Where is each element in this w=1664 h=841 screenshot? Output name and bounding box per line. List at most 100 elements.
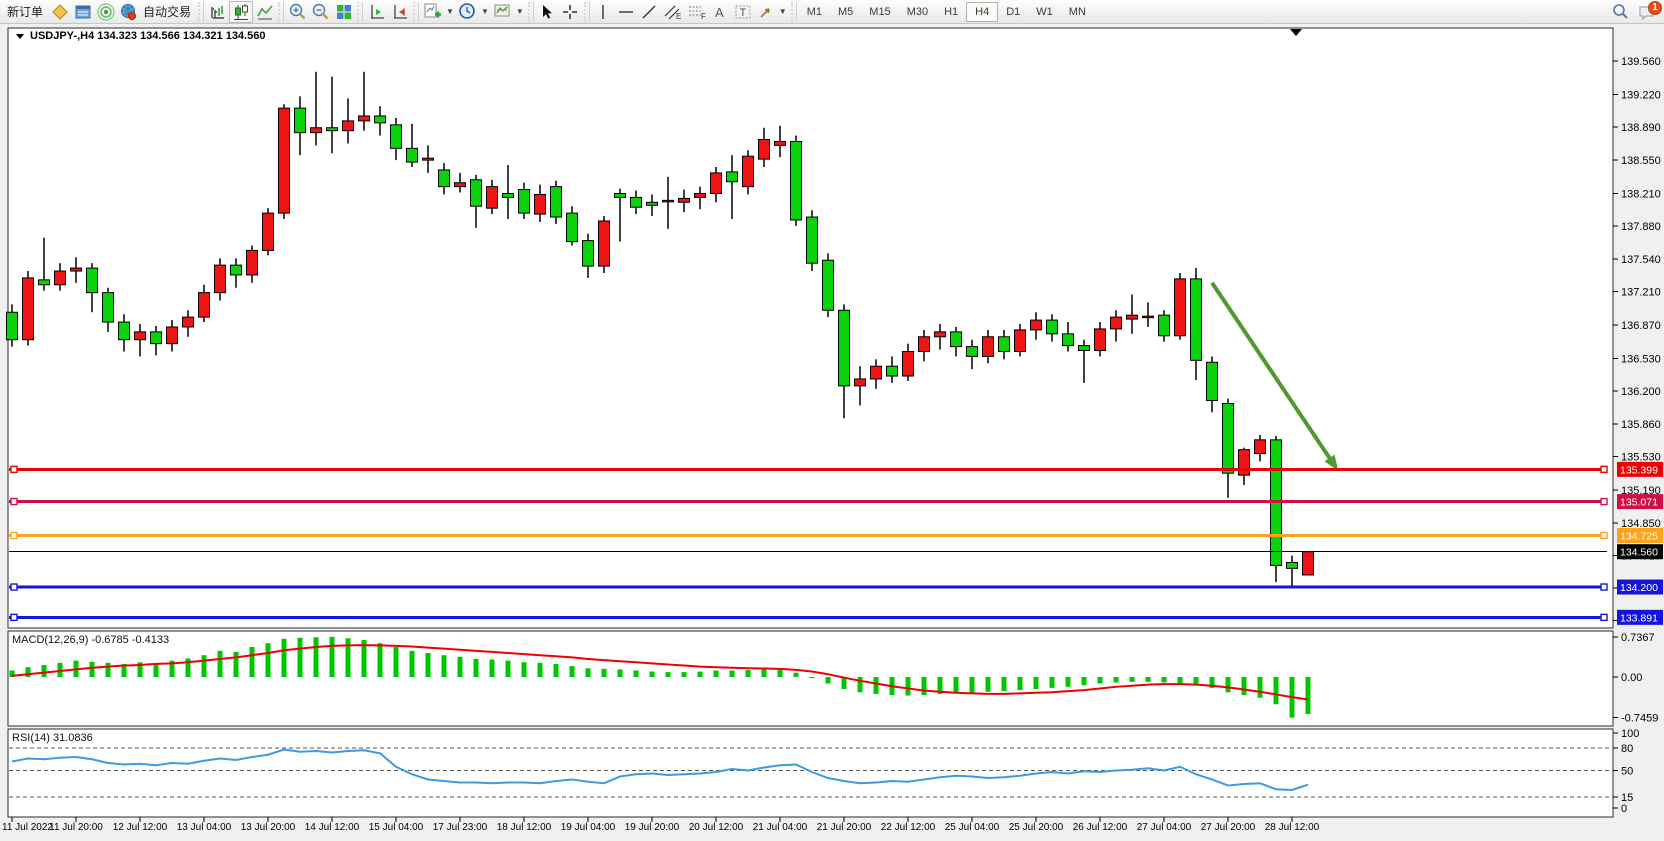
trend-arrow-annotation[interactable] xyxy=(1210,281,1339,472)
market-watch-button[interactable] xyxy=(71,1,94,23)
chart-canvas[interactable]: 139.560 139.220 138.890 138.550 138.210 137.8… xyxy=(0,24,1664,841)
svg-text:T: T xyxy=(740,7,747,19)
autotrading-icon xyxy=(121,3,137,20)
svg-text:21 Jul 04:00: 21 Jul 04:00 xyxy=(753,822,808,833)
signals-button[interactable] xyxy=(94,1,117,23)
zoom-out-button[interactable] xyxy=(309,1,332,23)
tile-windows-button[interactable] xyxy=(332,1,355,23)
svg-text:F: F xyxy=(701,12,706,21)
bar-chart-icon xyxy=(210,5,224,19)
text-label-button[interactable]: T xyxy=(732,1,755,23)
equidistant-channel-button[interactable]: E xyxy=(661,1,685,23)
trendline-button[interactable] xyxy=(638,1,661,23)
svg-text:134.850: 134.850 xyxy=(1621,518,1661,530)
svg-text:0.7367: 0.7367 xyxy=(1621,632,1655,644)
svg-text:135.190: 135.190 xyxy=(1621,485,1661,497)
svg-text:15: 15 xyxy=(1621,792,1633,804)
autotrading-label: 自动交易 xyxy=(143,5,192,19)
search-button[interactable] xyxy=(1609,1,1632,23)
horizontal-line-135.071[interactable]: 135.071 xyxy=(9,494,1663,510)
text-button[interactable]: A xyxy=(709,1,732,23)
chart-shift-icon xyxy=(370,4,384,19)
line-chart-button[interactable] xyxy=(253,1,276,23)
horizontal-line-133.891[interactable]: 133.891 xyxy=(9,609,1663,625)
vertical-line-button[interactable] xyxy=(592,1,615,23)
bar-chart-button[interactable] xyxy=(206,1,229,23)
periods-caret-icon: ▼ xyxy=(480,7,489,16)
arrows-icon xyxy=(760,7,770,18)
svg-text:28 Jul 12:00: 28 Jul 12:00 xyxy=(1265,822,1320,833)
rsi-line xyxy=(11,748,1309,792)
toolbar-separator xyxy=(198,1,205,22)
horizontal-line-icon xyxy=(619,10,634,13)
svg-text:50: 50 xyxy=(1621,766,1633,778)
search-icon xyxy=(1613,4,1628,19)
tab-timeframe-m15[interactable]: M15 xyxy=(869,5,891,18)
text-icon: A xyxy=(715,5,724,20)
toolbar-separator xyxy=(357,1,364,22)
svg-text:21 Jul 20:00: 21 Jul 20:00 xyxy=(817,822,872,833)
chart-title-collapse-icon xyxy=(16,34,24,39)
gold-button[interactable] xyxy=(48,1,71,23)
vertical-line-icon xyxy=(602,4,604,19)
toolbar-separator xyxy=(583,1,590,22)
cursor-button[interactable] xyxy=(536,1,559,23)
pane-titles: USDJPY-,H4 134.323 134.566 134.321 134.5… xyxy=(12,30,265,744)
chart-shift-marker[interactable] xyxy=(1290,29,1302,36)
svg-text:134.725: 134.725 xyxy=(1620,531,1658,543)
chart-window[interactable]: 139.560 139.220 138.890 138.550 138.210 137.8… xyxy=(0,24,1664,841)
zoom-in-button[interactable] xyxy=(286,1,309,23)
cursor-icon xyxy=(543,4,553,19)
tab-timeframe-m30[interactable]: M30 xyxy=(906,5,929,18)
horizontal-line-button[interactable] xyxy=(615,1,638,23)
tab-timeframe-h1[interactable]: H1 xyxy=(944,5,959,18)
horizontal-line-134.725[interactable]: 134.725 xyxy=(9,528,1663,544)
auto-scroll-button[interactable] xyxy=(388,1,411,23)
periods-button[interactable]: ▼ xyxy=(456,1,491,23)
tab-timeframe-m1[interactable]: M1 xyxy=(806,5,822,18)
tab-timeframe-h4[interactable]: H4 xyxy=(966,1,999,22)
svg-text:138.550: 138.550 xyxy=(1621,155,1661,167)
svg-text:0.00: 0.00 xyxy=(1621,672,1642,684)
tab-timeframe-m5[interactable]: M5 xyxy=(838,5,854,18)
autotrading-button[interactable]: 自动交易 xyxy=(117,1,196,23)
svg-text:20 Jul 12:00: 20 Jul 12:00 xyxy=(689,822,744,833)
svg-text:17 Jul 23:00: 17 Jul 23:00 xyxy=(433,822,488,833)
gold-icon xyxy=(51,3,68,20)
toolbar-separator xyxy=(278,1,285,22)
price-axis[interactable]: 139.560 139.220 138.890 138.550 138.210 137.8… xyxy=(1613,56,1661,815)
horizontal-line-134.560[interactable]: 134.560 xyxy=(9,544,1663,560)
templates-button[interactable]: ▼ xyxy=(491,1,526,23)
new-order-button[interactable]: 新订单 xyxy=(2,1,48,23)
templates-caret-icon: ▼ xyxy=(515,7,524,16)
svg-text:135.071: 135.071 xyxy=(1620,497,1658,509)
indicators-button[interactable]: ▼ xyxy=(421,1,456,23)
tab-timeframe-mn[interactable]: MN xyxy=(1068,5,1086,18)
svg-text:12 Jul 12:00: 12 Jul 12:00 xyxy=(113,822,168,833)
svg-text:25 Jul 04:00: 25 Jul 04:00 xyxy=(945,822,1000,833)
svg-text:13 Jul 04:00: 13 Jul 04:00 xyxy=(177,822,232,833)
tab-timeframe-d1[interactable]: D1 xyxy=(1006,5,1021,18)
candlestick-chart-button[interactable] xyxy=(229,0,254,23)
chart-shift-button[interactable] xyxy=(365,1,388,23)
horizontal-line-135.399[interactable]: 135.399 xyxy=(9,461,1663,477)
zoom-out-icon xyxy=(312,3,329,20)
svg-text:100: 100 xyxy=(1621,728,1639,740)
svg-text:11 Jul 2022: 11 Jul 2022 xyxy=(2,822,53,833)
svg-text:-0.7459: -0.7459 xyxy=(1621,713,1658,725)
chat-button[interactable]: 1 xyxy=(1632,0,1662,23)
arrows-button[interactable]: ▼ xyxy=(755,1,789,23)
svg-text:138.210: 138.210 xyxy=(1621,188,1661,200)
svg-text:136.200: 136.200 xyxy=(1621,386,1661,398)
horizontal-line-134.200[interactable]: 134.200 xyxy=(9,579,1663,595)
arrows-caret-icon: ▼ xyxy=(778,7,787,16)
svg-text:18 Jul 12:00: 18 Jul 12:00 xyxy=(497,822,552,833)
line-chart-icon xyxy=(256,4,273,19)
tab-timeframe-w1[interactable]: W1 xyxy=(1036,5,1053,18)
fibonacci-button[interactable]: F xyxy=(685,1,709,23)
market-watch-icon xyxy=(75,5,91,18)
clock-icon xyxy=(459,3,475,19)
new-order-label: 新订单 xyxy=(7,5,44,19)
crosshair-button[interactable] xyxy=(559,1,582,23)
